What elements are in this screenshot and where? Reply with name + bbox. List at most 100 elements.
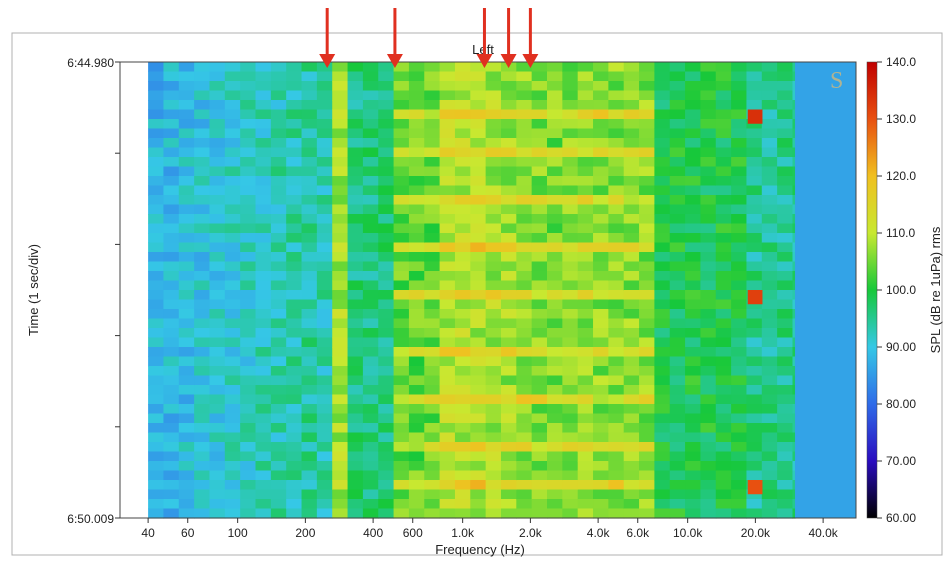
heatmap-cell — [286, 261, 303, 272]
heatmap-cell — [209, 299, 226, 310]
heatmap-cell — [224, 499, 241, 510]
heatmap-cell — [577, 356, 594, 367]
heatmap-cell — [654, 299, 671, 310]
heatmap-cell — [347, 375, 364, 386]
heatmap-cell — [593, 470, 609, 481]
heatmap-cell — [178, 195, 195, 206]
heatmap-cell — [224, 271, 241, 282]
heatmap-cell — [347, 166, 364, 177]
heatmap-cell — [224, 423, 241, 434]
heatmap-cell — [792, 508, 796, 519]
heatmap-cell — [378, 271, 395, 282]
heatmap-cell — [777, 166, 794, 177]
heatmap-cell — [577, 204, 594, 215]
heatmap-cell — [485, 385, 502, 396]
heatmap-cell — [378, 375, 395, 386]
heatmap-cell — [746, 309, 763, 320]
heatmap-cell — [761, 413, 778, 424]
heatmap-cell — [746, 375, 763, 386]
heatmap-cell — [623, 375, 640, 386]
heatmap-cell — [547, 480, 563, 491]
heatmap-cell — [547, 176, 563, 187]
heatmap-cell — [700, 71, 717, 82]
heatmap-cell — [224, 461, 241, 472]
heatmap-cell — [332, 480, 349, 491]
heatmap-cell — [531, 461, 548, 472]
heatmap-cell — [408, 413, 425, 424]
heatmap-cell — [639, 62, 655, 73]
heatmap-cell — [424, 404, 441, 415]
heatmap-cell — [393, 318, 410, 329]
heatmap-cell — [347, 328, 364, 339]
heatmap-cell — [608, 356, 625, 367]
heatmap-cell — [516, 385, 533, 396]
heatmap-cell — [163, 71, 180, 82]
heatmap-cell — [286, 157, 303, 168]
heatmap-cell — [454, 138, 471, 149]
heatmap-cell — [194, 252, 211, 263]
heatmap-cell — [224, 489, 241, 500]
heatmap-cell — [240, 147, 257, 158]
heatmap-cell — [270, 128, 287, 139]
heatmap-cell — [608, 299, 625, 310]
heatmap-cell — [424, 451, 441, 462]
heatmap-cell — [454, 461, 471, 472]
heatmap-cell — [577, 176, 594, 187]
heatmap-cell — [623, 413, 640, 424]
heatmap-cell — [454, 318, 471, 329]
heatmap-cell — [715, 480, 732, 491]
heatmap-cell — [470, 166, 487, 177]
heatmap-cell — [408, 223, 425, 234]
heatmap-cell — [209, 233, 226, 244]
heatmap-cell — [240, 62, 257, 73]
heatmap-cell — [424, 394, 441, 405]
heatmap-cell — [792, 413, 796, 424]
heatmap-cell — [700, 356, 717, 367]
heatmap-cell — [224, 280, 241, 291]
heatmap-cell — [408, 423, 425, 434]
heatmap-cell — [408, 100, 425, 111]
heatmap-cell — [194, 290, 211, 301]
heatmap-cell — [408, 157, 425, 168]
heatmap-cell — [700, 328, 717, 339]
heatmap-cell — [194, 394, 211, 405]
heatmap-cell — [608, 100, 625, 111]
heatmap-cell — [439, 375, 456, 386]
heatmap-cell — [178, 394, 195, 405]
heatmap-cell — [439, 252, 456, 263]
heatmap-cell — [500, 413, 517, 424]
heatmap-cell — [792, 480, 796, 491]
heatmap-cell — [715, 470, 732, 481]
heatmap-cell — [531, 128, 548, 139]
heatmap-cell — [301, 62, 318, 73]
heatmap-cell — [224, 290, 241, 301]
heatmap-cell — [623, 489, 640, 500]
heatmap-cell — [731, 90, 748, 101]
heatmap-cell — [623, 62, 640, 73]
heatmap-cell — [531, 394, 548, 405]
heatmap-cell — [547, 223, 563, 234]
heatmap-cell — [500, 185, 517, 196]
heatmap-cell — [347, 223, 364, 234]
heatmap-cell — [270, 157, 287, 168]
heatmap-cell — [286, 347, 303, 358]
heatmap-cell — [531, 223, 548, 234]
heatmap-cell — [301, 318, 318, 329]
heatmap-cell — [777, 81, 794, 92]
heatmap-cell — [301, 271, 318, 282]
heatmap-cell — [547, 356, 563, 367]
heatmap-cell — [209, 347, 226, 358]
heatmap-cell — [255, 261, 272, 272]
heatmap-cell — [531, 309, 548, 320]
heatmap-cell — [332, 195, 349, 206]
heatmap-cell — [761, 242, 778, 253]
heatmap-cell — [332, 432, 349, 443]
heatmap-cell — [562, 71, 579, 82]
heatmap-cell — [795, 62, 856, 518]
heatmap-cell — [194, 109, 211, 120]
heatmap-cell — [792, 366, 796, 377]
heatmap-cell — [347, 461, 364, 472]
heatmap-cell — [270, 233, 287, 244]
heatmap-cell — [685, 299, 702, 310]
heatmap-cell — [332, 62, 349, 73]
